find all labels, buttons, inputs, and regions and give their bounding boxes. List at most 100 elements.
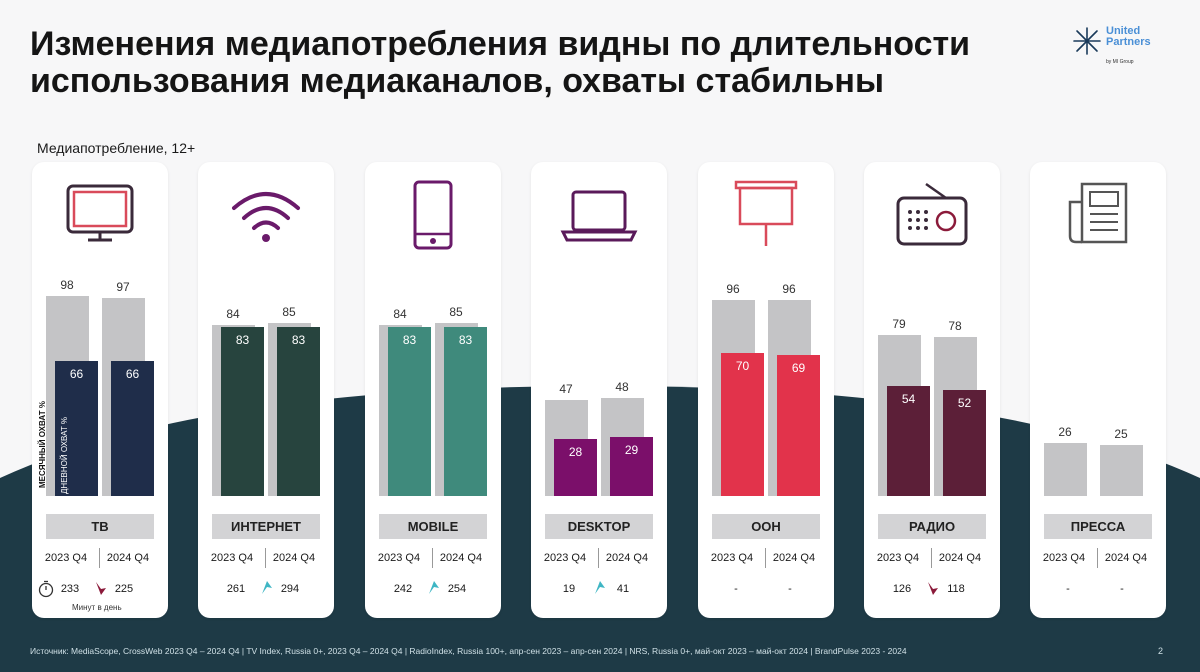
daily-reach-bar: 69 [777,355,820,496]
logo-wordmark: United Partners [1106,25,1151,48]
daily-reach-bar: 29 [610,436,653,496]
daily-reach-bar: 28 [554,438,597,496]
minutes-per-day-value: - [1120,583,1124,595]
laptop-icon [531,178,667,250]
period-label: 2024 Q4 [605,552,649,564]
period-label: 2023 Q4 [876,552,920,564]
channel-card-0: 98 66 97 66 МЕСЯЧНЫЙ ОХВАТ % ДНЕВНОЙ ОХВАТ % Т… [32,162,168,618]
period-label: 2023 Q4 [543,552,587,564]
minutes-per-day-value: 242 [393,583,413,595]
monthly-reach-label: 96 [726,282,740,297]
period-label: 2023 Q4 [710,552,754,564]
source-footnote: Источник: MediaScope, CrossWeb 2023 Q4 –… [30,646,907,656]
minutes-per-day-value: 254 [447,583,467,595]
daily-reach-label: 70 [735,359,750,374]
daily-reach-bar: 83 [388,326,431,496]
minutes-per-day-value: 261 [226,583,246,595]
minutes-per-day-value: 294 [280,583,300,595]
period-label: 2024 Q4 [772,552,816,564]
monthly-reach-label: 96 [782,282,796,297]
period-divider [1097,548,1098,568]
daily-reach-label: 83 [235,332,250,347]
title-line-1: Изменения медиапотребления видны по длит… [30,25,971,63]
smartphone-icon [365,178,501,250]
daily-reach-label: 69 [791,361,806,376]
period-label: 2023 Q4 [1042,552,1086,564]
period-label: 2023 Q4 [210,552,254,564]
title-line-2: использования медиаканалов, охваты стаби… [30,62,884,100]
period-label: 2023 Q4 [44,552,88,564]
trend-up-icon [593,580,607,596]
minutes-per-day-value: 118 [947,583,965,595]
period-label: 2024 Q4 [1104,552,1148,564]
minutes-per-day-note: Минут в день [72,603,122,612]
monthly-reach-label: 79 [892,316,906,331]
minutes-per-day-value: - [1066,583,1070,595]
newspaper-icon [1030,178,1166,250]
minutes-per-day-value: 233 [60,583,80,595]
daily-reach-label: 83 [402,332,417,347]
tv-icon [32,178,168,250]
daily-reach-axis-label: ДНЕВНОЙ ОХВАТ % [60,416,69,494]
period-divider [265,548,266,568]
page-number: 2 [1158,646,1164,656]
daily-reach-label: 83 [291,332,306,347]
minutes-per-day-value: 126 [892,583,912,595]
period-label: 2024 Q4 [938,552,982,564]
daily-reach-bar: 83 [444,326,487,496]
minutes-per-day-value: 225 [114,583,134,595]
monthly-reach-label: 98 [60,278,74,293]
period-label: 2024 Q4 [272,552,316,564]
billboard-icon [698,178,834,250]
minutes-per-day-value: 41 [616,583,630,595]
monthly-reach-label: 84 [226,306,240,321]
chart-subtitle: Медиапотребление, 12+ [37,140,196,156]
channel-card-2: 84 83 85 83 MOBILE 2023 Q4 2024 Q4 242 254 [365,162,501,618]
monthly-reach-label: 85 [449,304,463,319]
channel-label: MOBILE [379,514,487,539]
period-divider [765,548,766,568]
monthly-reach-label: 97 [116,280,130,295]
daily-reach-bar: 83 [221,326,264,496]
daily-reach-label: 54 [901,391,916,406]
monthly-reach-label: 84 [393,306,407,321]
daily-reach-bar: 83 [277,326,320,496]
trend-up-icon [260,580,274,596]
period-divider [598,548,599,568]
channel-card-4: 96 70 96 69 OOH 2023 Q4 2024 Q4 - - [698,162,834,618]
channel-label: DESKTOP [545,514,653,539]
daily-reach-label: 29 [624,442,639,457]
trend-down-icon [926,580,940,596]
period-divider [432,548,433,568]
period-label: 2023 Q4 [377,552,421,564]
minutes-per-day-value: - [734,583,738,595]
minutes-per-day-value: - [788,583,792,595]
daily-reach-label: 66 [125,367,140,382]
stopwatch-icon [38,580,54,598]
trend-up-icon [427,580,441,596]
monthly-reach-axis-label: МЕСЯЧНЫЙ ОХВАТ % [38,401,47,488]
monthly-reach-label: 78 [948,318,962,333]
channel-card-5: 79 54 78 52 РАДИО 2023 Q4 2024 Q4 126 118 [864,162,1000,618]
period-label: 2024 Q4 [106,552,150,564]
daily-reach-bar: 70 [721,353,764,496]
daily-reach-bar: 54 [887,385,930,496]
monthly-reach-bar [1100,445,1143,496]
daily-reach-bar: 66 [111,361,154,496]
radio-icon [864,178,1000,250]
channel-label: OOH [712,514,820,539]
monthly-reach-label: 48 [615,380,629,395]
daily-reach-bar: 66 [55,361,98,496]
wifi-icon [198,178,334,250]
asterisk-logo-icon [1073,27,1101,55]
daily-reach-bar: 52 [943,389,986,496]
daily-reach-label: 83 [458,332,473,347]
company-logo: United Partners by MI Group [1072,24,1182,68]
logo-subtext: by MI Group [1106,59,1134,65]
minutes-per-day-value: 19 [562,583,576,595]
daily-reach-label: 28 [568,444,583,459]
period-divider [931,548,932,568]
page-title: Изменения медиапотребления видны по длит… [30,26,1030,100]
daily-reach-label: 52 [957,395,972,410]
channel-label: ИНТЕРНЕТ [212,514,320,539]
